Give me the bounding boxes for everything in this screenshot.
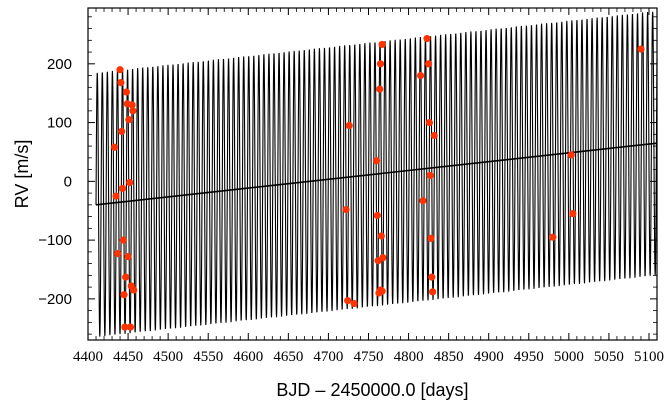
tick-labels: 4400 4450 4500 4550 4600 4650 4700 4750 4800 4850…	[38, 56, 664, 365]
rv-point	[125, 116, 133, 124]
x-tick-label: 4450	[113, 349, 143, 365]
rv-point	[416, 71, 425, 80]
rv-point	[378, 287, 386, 295]
rv-point	[119, 236, 127, 244]
y-axis-title: RV [m/s]	[12, 140, 32, 209]
rv-point	[344, 297, 352, 305]
x-tick-label: 5000	[554, 349, 584, 365]
rv-point	[126, 178, 134, 187]
trend-layer	[95, 142, 658, 206]
rv-point	[116, 66, 124, 74]
rv-point	[122, 88, 131, 96]
rv-point	[129, 107, 137, 115]
rv-point	[419, 197, 427, 205]
rv-point	[376, 60, 385, 68]
x-tick-label: 4400	[73, 349, 103, 365]
rv-point	[429, 288, 437, 296]
trend-line	[95, 142, 658, 206]
rv-point	[378, 40, 386, 49]
y-tick-label: 0	[64, 173, 72, 190]
rv-point	[118, 184, 127, 192]
x-tick-label: 4700	[313, 349, 343, 365]
rv-point	[549, 233, 557, 241]
data-points	[110, 34, 645, 331]
x-tick-label: 4850	[434, 349, 464, 365]
y-tick-label: −100	[38, 232, 72, 249]
rv-point	[117, 79, 125, 87]
rv-point	[350, 299, 358, 308]
rv-point	[377, 232, 385, 240]
rv-point	[124, 252, 132, 261]
rv-point	[430, 131, 438, 140]
rv-point	[425, 118, 433, 127]
axis-ticks	[87, 8, 658, 340]
rv-point	[118, 127, 126, 135]
rv-point	[121, 323, 129, 331]
x-tick-label: 4550	[193, 349, 223, 365]
rv-point	[110, 143, 119, 151]
x-tick-label: 5100	[634, 349, 664, 365]
x-tick-label: 4650	[273, 349, 303, 365]
x-tick-label: 4900	[474, 349, 504, 365]
model-layer	[95, 11, 658, 337]
y-tick-label: 100	[47, 115, 72, 132]
rv-point	[376, 85, 384, 93]
rv-point	[112, 192, 120, 200]
rv-point	[373, 211, 381, 220]
rv-point	[342, 205, 350, 214]
rv-point	[128, 101, 136, 109]
x-tick-label: 4750	[353, 349, 383, 365]
rv-point	[126, 323, 135, 331]
rv-point	[425, 60, 433, 68]
rv-point	[122, 273, 130, 281]
x-tick-label: 4950	[514, 349, 544, 365]
rv-point	[426, 171, 434, 180]
x-tick-label: 4800	[394, 349, 424, 365]
rv-point	[130, 286, 138, 294]
rv-point	[114, 250, 122, 258]
x-tick-label: 4600	[233, 349, 263, 365]
y-tick-label: 200	[47, 56, 72, 73]
rv-point	[423, 34, 431, 43]
rv-point	[345, 121, 353, 130]
x-tick-label: 4500	[153, 349, 183, 365]
x-axis-title: BJD – 2450000.0 [days]	[276, 380, 468, 400]
rv-point	[379, 254, 387, 262]
y-tick-label: −200	[38, 291, 72, 308]
x-tick-label: 5050	[594, 349, 624, 365]
rv-point	[120, 291, 128, 299]
rv-point	[427, 234, 435, 242]
model-curve	[95, 11, 658, 337]
rv-point	[569, 210, 577, 218]
rv-point	[428, 273, 436, 281]
rv-point	[567, 151, 575, 159]
rv-point	[637, 45, 645, 53]
plot-area-frame	[87, 7, 658, 341]
rv-point	[372, 157, 381, 165]
